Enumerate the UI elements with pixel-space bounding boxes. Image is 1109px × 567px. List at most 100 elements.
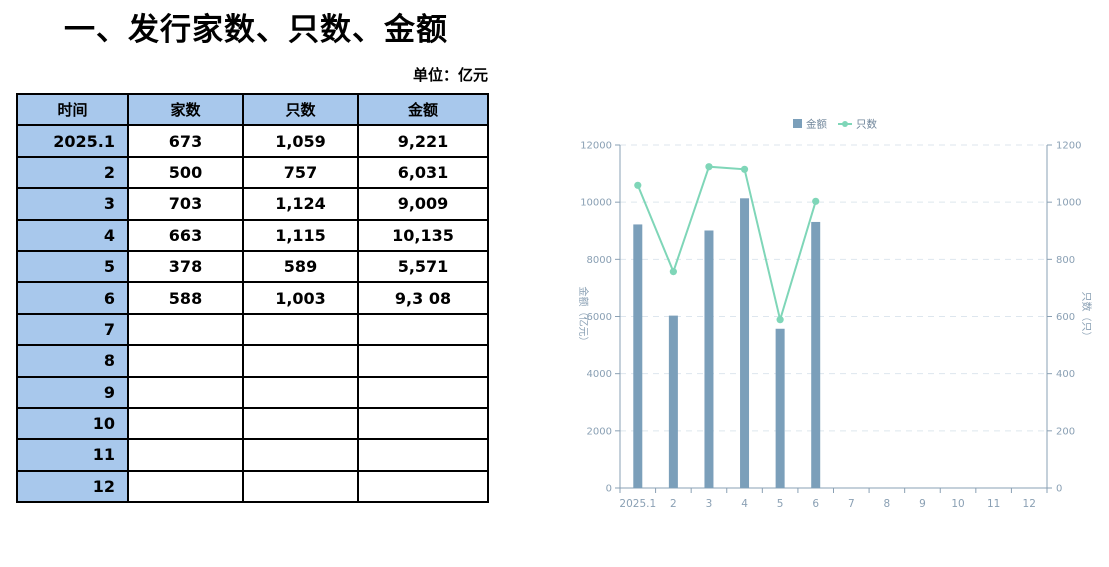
cell-companies: 703 <box>127 187 244 221</box>
y-left-tick-label: 2000 <box>587 426 612 437</box>
legend-label-amount: 金额 <box>806 118 827 131</box>
header-issues: 只数 <box>242 92 359 127</box>
x-tick-label: 12 <box>1023 498 1036 510</box>
table-row: 9 <box>16 375 489 409</box>
cell-time: 3 <box>16 187 129 221</box>
y-left-tick-label: 6000 <box>587 312 612 323</box>
cell-issues <box>242 312 359 347</box>
table-body: 2025.1 673 1,059 9,221 2 500 757 6,031 3 703 1,124… <box>16 124 489 504</box>
cell-issues: 1,115 <box>242 218 359 252</box>
header-amount: 金额 <box>357 92 489 127</box>
bar-amount <box>704 230 714 489</box>
legend-swatch-amount <box>793 119 802 128</box>
cell-companies <box>127 469 244 504</box>
x-tick-label: 5 <box>777 498 784 510</box>
cell-time: 11 <box>16 438 129 472</box>
cell-amount: 9,3 08 <box>357 281 489 315</box>
cell-time: 5 <box>16 249 129 284</box>
y-left-tick-label: 4000 <box>587 369 612 380</box>
cell-companies <box>127 375 244 409</box>
y-right-tick-label: 1000 <box>1056 198 1081 209</box>
y-right-tick-label: 200 <box>1056 426 1075 437</box>
cell-time: 4 <box>16 218 129 252</box>
cell-time: 2025.1 <box>16 124 129 158</box>
x-tick-label: 10 <box>951 498 964 510</box>
table-row: 2025.1 673 1,059 9,221 <box>16 124 489 158</box>
y-right-tick-label: 800 <box>1056 255 1075 266</box>
x-tick-label: 2025.1 <box>619 498 656 510</box>
cell-time: 6 <box>16 281 129 315</box>
cell-issues: 1,124 <box>242 187 359 221</box>
y-left-tick-label: 10000 <box>580 198 612 209</box>
line-point-issues <box>812 197 820 205</box>
cell-companies: 663 <box>127 218 244 252</box>
x-tick-label: 2 <box>670 498 677 510</box>
cell-companies: 588 <box>127 281 244 315</box>
cell-time: 8 <box>16 344 129 378</box>
table-row: 4 663 1,115 10,135 <box>16 218 489 252</box>
legend-marker-issues <box>842 121 848 127</box>
cell-amount: 5,571 <box>357 249 489 284</box>
cell-issues <box>242 406 359 441</box>
header-time: 时间 <box>16 92 129 127</box>
cell-issues <box>242 375 359 409</box>
y-left-tick-label: 12000 <box>580 141 612 152</box>
y-left-tick-label: 0 <box>606 484 612 495</box>
table-row: 7 <box>16 312 489 347</box>
cell-issues: 589 <box>242 249 359 284</box>
cell-amount <box>357 344 489 378</box>
cell-companies <box>127 344 244 378</box>
x-tick-label: 9 <box>919 498 926 510</box>
header-companies: 家数 <box>127 92 244 127</box>
bar-amount <box>633 224 643 488</box>
x-tick-label: 6 <box>812 498 819 510</box>
cell-companies <box>127 312 244 347</box>
x-tick-label: 3 <box>706 498 713 510</box>
cell-time: 7 <box>16 312 129 347</box>
table-row: 10 <box>16 406 489 441</box>
cell-issues: 1,003 <box>242 281 359 315</box>
cell-companies: 500 <box>127 155 244 190</box>
y-right-tick-label: 600 <box>1056 312 1075 323</box>
unit-label: 单位：亿元 <box>412 66 488 84</box>
table-row: 5 378 589 5,571 <box>16 249 489 284</box>
line-issues <box>636 165 817 324</box>
table-header-row: 时间 家数 只数 金额 <box>16 92 489 127</box>
bar-amount <box>740 198 750 488</box>
table-row: 12 <box>16 469 489 504</box>
cell-amount <box>357 438 489 472</box>
y-left-tick-label: 8000 <box>587 255 612 266</box>
cell-time: 2 <box>16 155 129 190</box>
bar-amount <box>811 221 821 488</box>
cell-issues <box>242 438 359 472</box>
cell-companies <box>127 438 244 472</box>
y-right-tick-label: 1200 <box>1056 141 1081 152</box>
cell-time: 10 <box>16 406 129 441</box>
data-table: 时间 家数 只数 金额 2025.1 673 1,059 9,221 2 500 757 6,… <box>16 92 489 504</box>
cell-amount: 9,009 <box>357 187 489 221</box>
table-row: 3 703 1,124 9,009 <box>16 187 489 221</box>
y-right-axis-title: 只数（只） <box>1080 292 1093 342</box>
x-tick-label: 7 <box>848 498 855 510</box>
cell-amount <box>357 312 489 347</box>
cell-issues: 1,059 <box>242 124 359 158</box>
page-title: 一、发行家数、只数、金额 <box>64 12 448 48</box>
line-point-issues <box>634 181 642 189</box>
table-row: 8 <box>16 344 489 378</box>
line-point-issues <box>705 163 713 171</box>
cell-companies <box>127 406 244 441</box>
cell-companies: 673 <box>127 124 244 158</box>
x-tick-label: 4 <box>741 498 748 510</box>
cell-issues: 757 <box>242 155 359 190</box>
line-point-issues <box>740 165 749 173</box>
combo-chart: 0 2000 4000 6000 8000 10000 12000 0 200 400 600 800… <box>577 118 1093 511</box>
table-row: 6 588 1,003 9,3 08 <box>16 281 489 315</box>
cell-time: 12 <box>16 469 129 504</box>
cell-issues <box>242 469 359 504</box>
x-tick-label: 8 <box>884 498 891 510</box>
table-row: 2 500 757 6,031 <box>16 155 489 190</box>
cell-amount <box>357 375 489 409</box>
cell-amount <box>357 469 489 504</box>
cell-companies: 378 <box>127 249 244 284</box>
cell-amount: 10,135 <box>357 218 489 252</box>
